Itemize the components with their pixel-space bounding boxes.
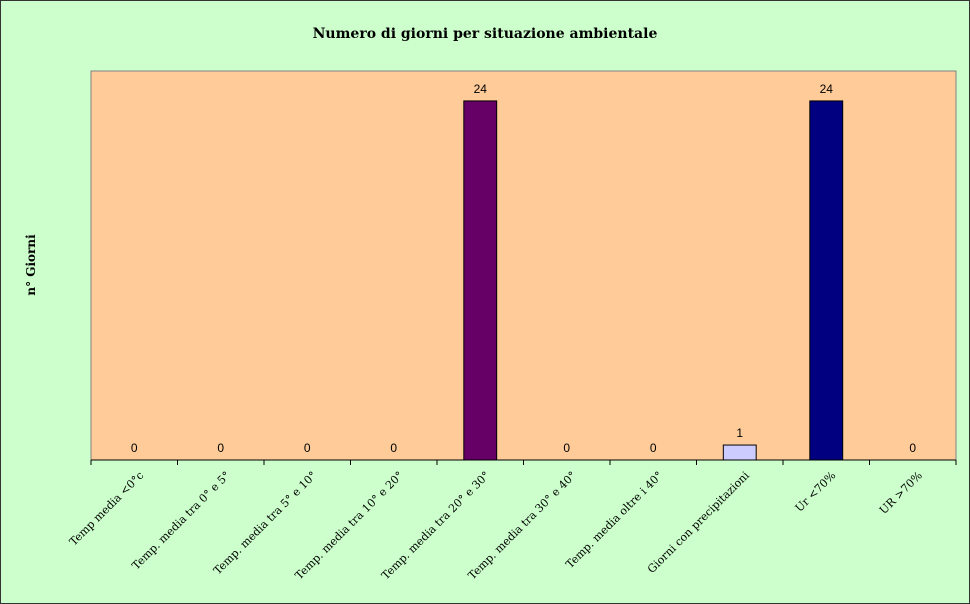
data-label: 0 [563,441,570,455]
data-label: 1 [736,426,743,440]
data-label: 24 [820,82,834,96]
x-tick-label: Temp. media oltre i 40° [563,469,665,571]
bar [722,444,757,461]
x-tick-label: Giorni con precipitazioni [645,469,752,576]
x-tick-label: Temp. media tra 5° e 10° [211,469,319,577]
x-tick-label: Temp media <0°c [67,469,146,548]
chart-title: Numero di giorni per situazione ambienta… [313,26,658,42]
data-label: 0 [650,441,657,455]
y-axis-label: n° Giorni [24,234,38,296]
data-label: 24 [474,82,488,96]
data-label: 0 [909,441,916,455]
data-label: 0 [131,441,138,455]
x-tick-label: Ur <70% [793,469,839,515]
x-tick-label: UR >70% [877,469,925,517]
x-tick-label: Temp. media tra 0° e 5° [129,469,232,572]
data-label: 0 [304,441,311,455]
bar [463,100,498,461]
bar [809,100,844,461]
data-label: 0 [390,441,397,455]
data-label: 0 [217,441,224,455]
